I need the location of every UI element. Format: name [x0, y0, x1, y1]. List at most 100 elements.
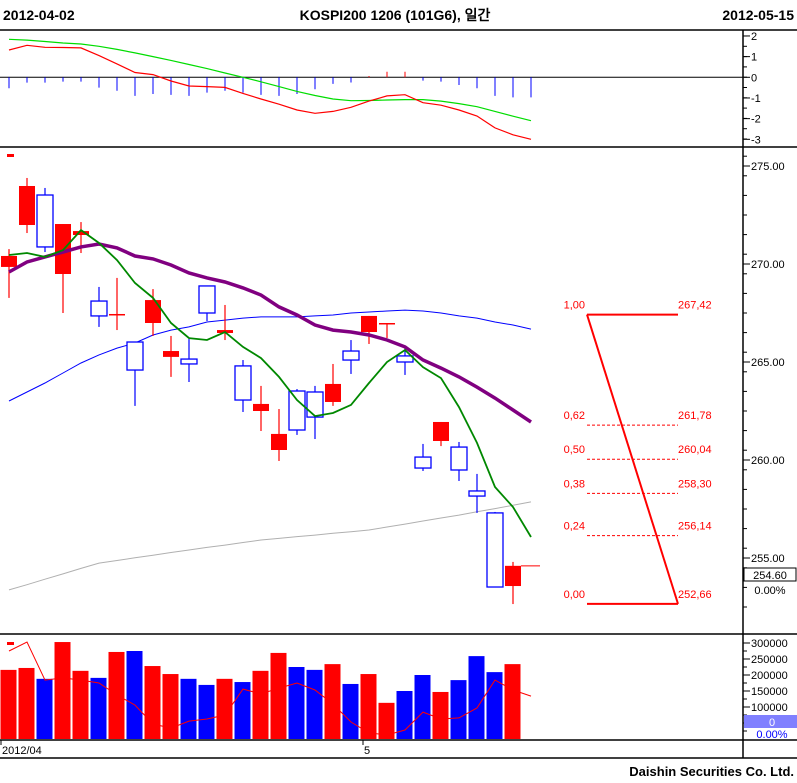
volume-bar	[0, 669, 17, 739]
volume-panel[interactable]	[0, 641, 532, 739]
candlestick	[414, 443, 432, 471]
volume-bar	[432, 691, 449, 739]
volume-bar	[342, 683, 359, 739]
volume-bar	[216, 678, 233, 739]
volume-axis-label: 250000	[751, 654, 788, 666]
fib-value-label: 256,14	[678, 521, 712, 533]
candle-body	[145, 300, 161, 323]
moving-average-120	[8, 501, 532, 591]
price-axis-label: 270.00	[751, 259, 785, 271]
x-axis-label: 5	[364, 745, 370, 757]
volume-moving-average	[8, 641, 532, 736]
price-legend-marker[interactable]	[7, 154, 14, 157]
fib-value-label: 260,04	[678, 444, 712, 456]
candlestick	[55, 224, 71, 313]
candle-body	[505, 565, 521, 587]
fib-ratio-label: 1,00	[564, 300, 585, 312]
candle-body	[433, 421, 449, 441]
candlestick	[486, 511, 504, 588]
volume-axis-label: 100000	[751, 702, 788, 714]
candle-body	[288, 390, 306, 431]
candlestick	[468, 473, 486, 513]
fib-value-label: 267,42	[678, 300, 712, 312]
fib-value-label: 261,78	[678, 410, 712, 422]
macd-signal-line	[8, 38, 532, 122]
candlestick	[253, 385, 269, 431]
candlestick	[234, 360, 252, 412]
candle-body	[342, 350, 360, 361]
current-volume-change: 0.00%	[756, 729, 787, 741]
macd-axis-label: -2	[751, 114, 761, 126]
volume-legend-marker[interactable]	[7, 642, 14, 645]
candlestick	[180, 339, 198, 382]
volume-bar	[270, 652, 287, 739]
fib-value-label: 252,66	[678, 589, 712, 601]
candle-body	[253, 403, 269, 411]
volume-bar	[288, 667, 305, 739]
candle-body	[109, 313, 125, 316]
price-axis-label: 255.00	[751, 553, 785, 565]
macd-panel[interactable]	[0, 38, 743, 140]
candle-body	[1, 255, 17, 267]
candle-body	[325, 383, 341, 402]
price-panel[interactable]	[1, 177, 540, 605]
moving-average-60	[8, 309, 532, 402]
x-axis-label: 2012/04	[2, 745, 42, 757]
current-price: 254.60	[753, 570, 787, 582]
fib-trend-line	[586, 314, 679, 605]
volume-bar	[144, 666, 161, 739]
volume-bar	[36, 678, 53, 739]
macd-axis-label: 2	[751, 31, 757, 43]
volume-bar	[252, 670, 269, 739]
volume-bar	[468, 656, 485, 739]
candle-body	[198, 285, 216, 314]
candlestick	[361, 315, 377, 344]
volume-bar	[162, 674, 179, 739]
candle-body	[306, 391, 324, 418]
current-volume-badge: 0 0.00%	[744, 715, 797, 741]
candle-body	[73, 231, 89, 235]
fib-ratio-label: 0,38	[564, 478, 585, 490]
fib-value-label: 258,30	[678, 478, 712, 490]
macd-axis-label: -1	[751, 93, 761, 105]
volume-axis-label: 200000	[751, 670, 788, 682]
fib-ratio-label: 0,24	[564, 521, 585, 533]
chart-title: KOSPI200 1206 (101G6), 일간	[300, 7, 491, 23]
macd-line	[8, 44, 532, 140]
fib-ratio-label: 0,00	[564, 589, 585, 601]
volume-bar	[486, 672, 503, 739]
volume-bar	[108, 651, 125, 739]
current-volume: 0	[769, 717, 775, 729]
candle-body	[379, 322, 395, 325]
candlestick	[325, 363, 341, 406]
candlestick	[36, 187, 54, 253]
volume-bar	[324, 664, 341, 739]
candle-body	[163, 351, 179, 357]
volume-bar	[306, 669, 323, 739]
volume-bar	[414, 675, 431, 739]
candlestick	[109, 277, 125, 331]
candlestick	[288, 389, 306, 435]
volume-bar	[126, 651, 143, 739]
candlestick	[505, 561, 521, 605]
price-axis-label: 275.00	[751, 161, 785, 173]
candlestick	[19, 177, 35, 234]
fib-ratio-label: 0,50	[564, 444, 585, 456]
macd-axis-label: 0	[751, 72, 757, 84]
volume-axis-label: 150000	[751, 686, 788, 698]
candlestick	[450, 441, 468, 481]
price-axis-label: 260.00	[751, 455, 785, 467]
volume-bar	[360, 674, 377, 739]
candlestick	[342, 340, 360, 374]
candle-body	[486, 512, 504, 588]
volume-bar	[18, 667, 35, 739]
macd-axis-label: -3	[751, 134, 761, 146]
price-axis-label: 265.00	[751, 357, 785, 369]
candle-body	[361, 315, 377, 333]
candlestick	[1, 249, 17, 298]
volume-bar	[54, 642, 71, 739]
volume-axis-label: 300000	[751, 638, 788, 650]
fibonacci-retracement[interactable]: 1,00 267,42 0,62 261,78 0,50 260,04 0,38 258,30…	[564, 300, 712, 605]
axes: 2 1 0 -1 -2 -3 275.00 270.00 265.00 260.00 255.00 3…	[0, 31, 788, 757]
